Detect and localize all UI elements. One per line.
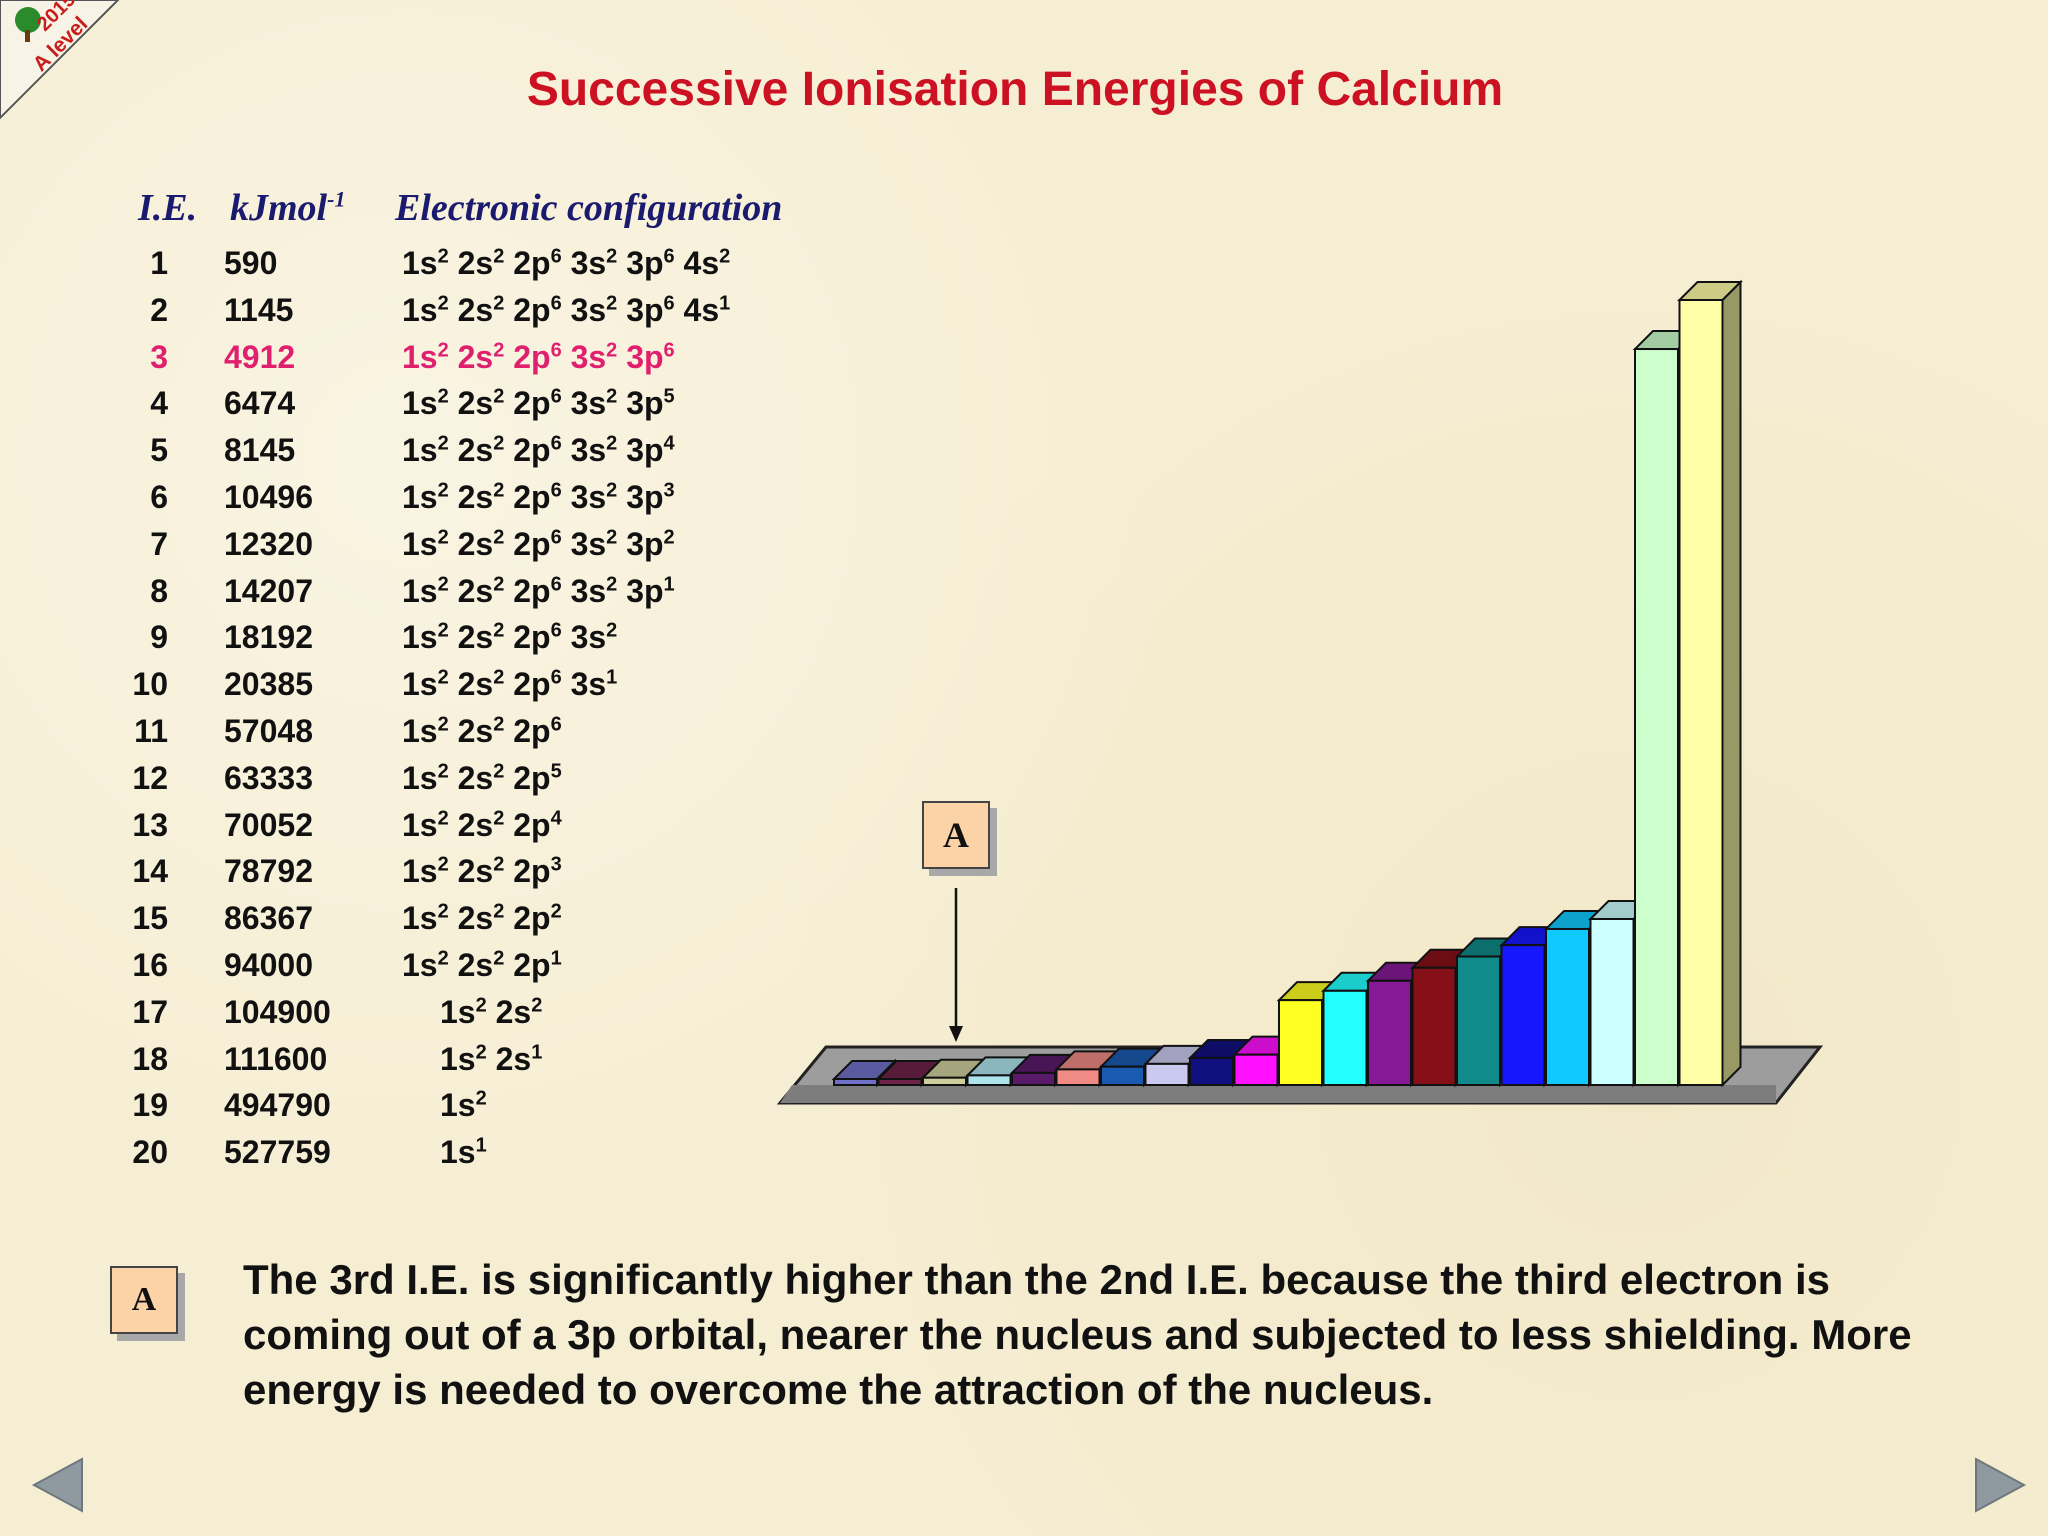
bar xyxy=(1278,999,1323,1086)
bar xyxy=(1011,1071,1056,1087)
bar xyxy=(877,1078,923,1086)
ie-number: 13 xyxy=(132,806,168,843)
ie-value: 20385 xyxy=(224,666,313,703)
ie-value: 10496 xyxy=(224,479,313,515)
bar xyxy=(1100,1065,1145,1086)
ie-value: 63333 xyxy=(224,759,313,796)
ie-value: 111600 xyxy=(224,1040,328,1077)
ie-number: 20 xyxy=(132,1134,168,1171)
electron-configuration: 1s1 xyxy=(440,1134,487,1171)
ie-value: 78792 xyxy=(224,853,313,890)
ie-number: 9 xyxy=(150,619,168,656)
tree-icon xyxy=(15,7,41,33)
explanation-label-a: A xyxy=(110,1266,178,1334)
ie-number: 18 xyxy=(132,1040,168,1077)
ie-value: 57048 xyxy=(224,713,313,749)
ie-value: 590 xyxy=(224,245,278,281)
ie-number: 7 xyxy=(150,525,168,562)
header-ie: I.E. xyxy=(138,187,198,229)
ie-number: 16 xyxy=(132,947,168,983)
page-title: Successive Ionisation Energies of Calciu… xyxy=(526,63,1504,116)
ie-value: 527759 xyxy=(224,1134,331,1171)
bar xyxy=(1545,927,1590,1086)
bar xyxy=(1500,944,1546,1086)
ie-number: 15 xyxy=(132,900,168,937)
electron-configuration: 1s2 2s2 2p6 3s1 xyxy=(402,666,618,703)
ie-number: 14 xyxy=(132,853,168,890)
bar xyxy=(1411,966,1457,1086)
bar xyxy=(1634,348,1679,1086)
ie-value: 86367 xyxy=(224,900,313,937)
ie-number: 3 xyxy=(150,338,168,375)
header-unit: kJmol-1 xyxy=(230,186,346,229)
electron-configuration: 1s2 2s2 xyxy=(440,993,543,1030)
bar xyxy=(833,1078,878,1086)
electron-configuration: 1s2 2s2 2p6 3s2 3p3 xyxy=(402,479,675,515)
electron-configuration: 1s2 2s2 2p6 3s2 xyxy=(402,619,618,656)
electron-configuration: 1s2 2s2 2p5 xyxy=(402,759,562,796)
ie-number: 1 xyxy=(150,245,168,281)
next-arrow-icon[interactable] xyxy=(1968,1455,2028,1515)
electron-configuration: 1s2 2s2 2p2 xyxy=(402,900,562,937)
bar xyxy=(1144,1062,1190,1086)
electron-configuration: 1s2 2s2 2p3 xyxy=(402,853,562,890)
chart-floor-edge xyxy=(780,1085,1776,1103)
electron-configuration: 1s2 2s2 2p6 3s2 3p5 xyxy=(402,385,675,422)
ie-number: 11 xyxy=(134,713,168,749)
bar xyxy=(1367,979,1412,1086)
electron-configuration: 1s2 2s1 xyxy=(440,1040,543,1077)
bar xyxy=(1322,989,1368,1086)
electron-configuration: 1s2 2s2 2p6 xyxy=(402,713,562,749)
header-config: Electronic configuration xyxy=(395,187,783,229)
bar xyxy=(1189,1056,1234,1086)
ie-number: 12 xyxy=(132,759,168,796)
ie-number: 10 xyxy=(132,666,168,703)
ie-number: 6 xyxy=(150,479,168,515)
electron-configuration: 1s2 2s2 2p6 3s2 3p6 4s2 xyxy=(402,245,731,281)
ie-value: 104900 xyxy=(224,993,331,1030)
bar xyxy=(1589,918,1635,1086)
ie-number: 4 xyxy=(150,385,168,422)
ie-number: 5 xyxy=(150,432,168,469)
electron-configuration: 1s2 2s2 2p6 3s2 3p1 xyxy=(402,572,675,609)
ie-value: 1145 xyxy=(224,291,294,328)
ie-value: 18192 xyxy=(224,619,313,656)
ie-value: 8145 xyxy=(224,432,296,469)
chart-callout-a: A xyxy=(922,801,990,869)
ie-value: 70052 xyxy=(224,806,313,843)
ie-value: 14207 xyxy=(224,572,313,609)
bar xyxy=(922,1076,967,1086)
explanation-text: The 3rd I.E. is significantly higher tha… xyxy=(243,1256,1912,1413)
electron-configuration: 1s2 xyxy=(440,1087,487,1124)
ie-value: 6474 xyxy=(224,385,296,422)
bar xyxy=(1678,299,1724,1086)
ie-value: 12320 xyxy=(224,525,313,562)
course-badge: A level 2015 xyxy=(0,0,120,120)
ie-number: 8 xyxy=(150,572,168,609)
ie-number: 2 xyxy=(150,291,168,328)
electron-configuration: 1s2 2s2 2p1 xyxy=(402,947,562,983)
bar xyxy=(966,1074,1012,1087)
electron-configuration: 1s2 2s2 2p6 3s2 3p6 xyxy=(402,338,675,375)
ie-number: 19 xyxy=(132,1087,168,1124)
electron-configuration: 1s2 2s2 2p6 3s2 3p2 xyxy=(402,525,675,562)
annotation-arrow-head xyxy=(949,1026,963,1042)
ie-value: 4912 xyxy=(224,338,296,375)
ie-value: 494790 xyxy=(224,1087,331,1124)
bar xyxy=(1233,1053,1279,1087)
bar xyxy=(1055,1068,1101,1087)
bar-side xyxy=(1721,279,1742,1088)
electron-configuration: 1s2 2s2 2p6 3s2 3p4 xyxy=(402,432,675,469)
ie-value: 94000 xyxy=(224,947,313,983)
electron-configuration: 1s2 2s2 2p4 xyxy=(402,806,562,843)
previous-arrow-icon[interactable] xyxy=(30,1455,90,1515)
bar xyxy=(1456,955,1501,1087)
ie-number: 17 xyxy=(132,993,168,1030)
electron-configuration: 1s2 2s2 2p6 3s2 3p6 4s1 xyxy=(402,291,731,328)
